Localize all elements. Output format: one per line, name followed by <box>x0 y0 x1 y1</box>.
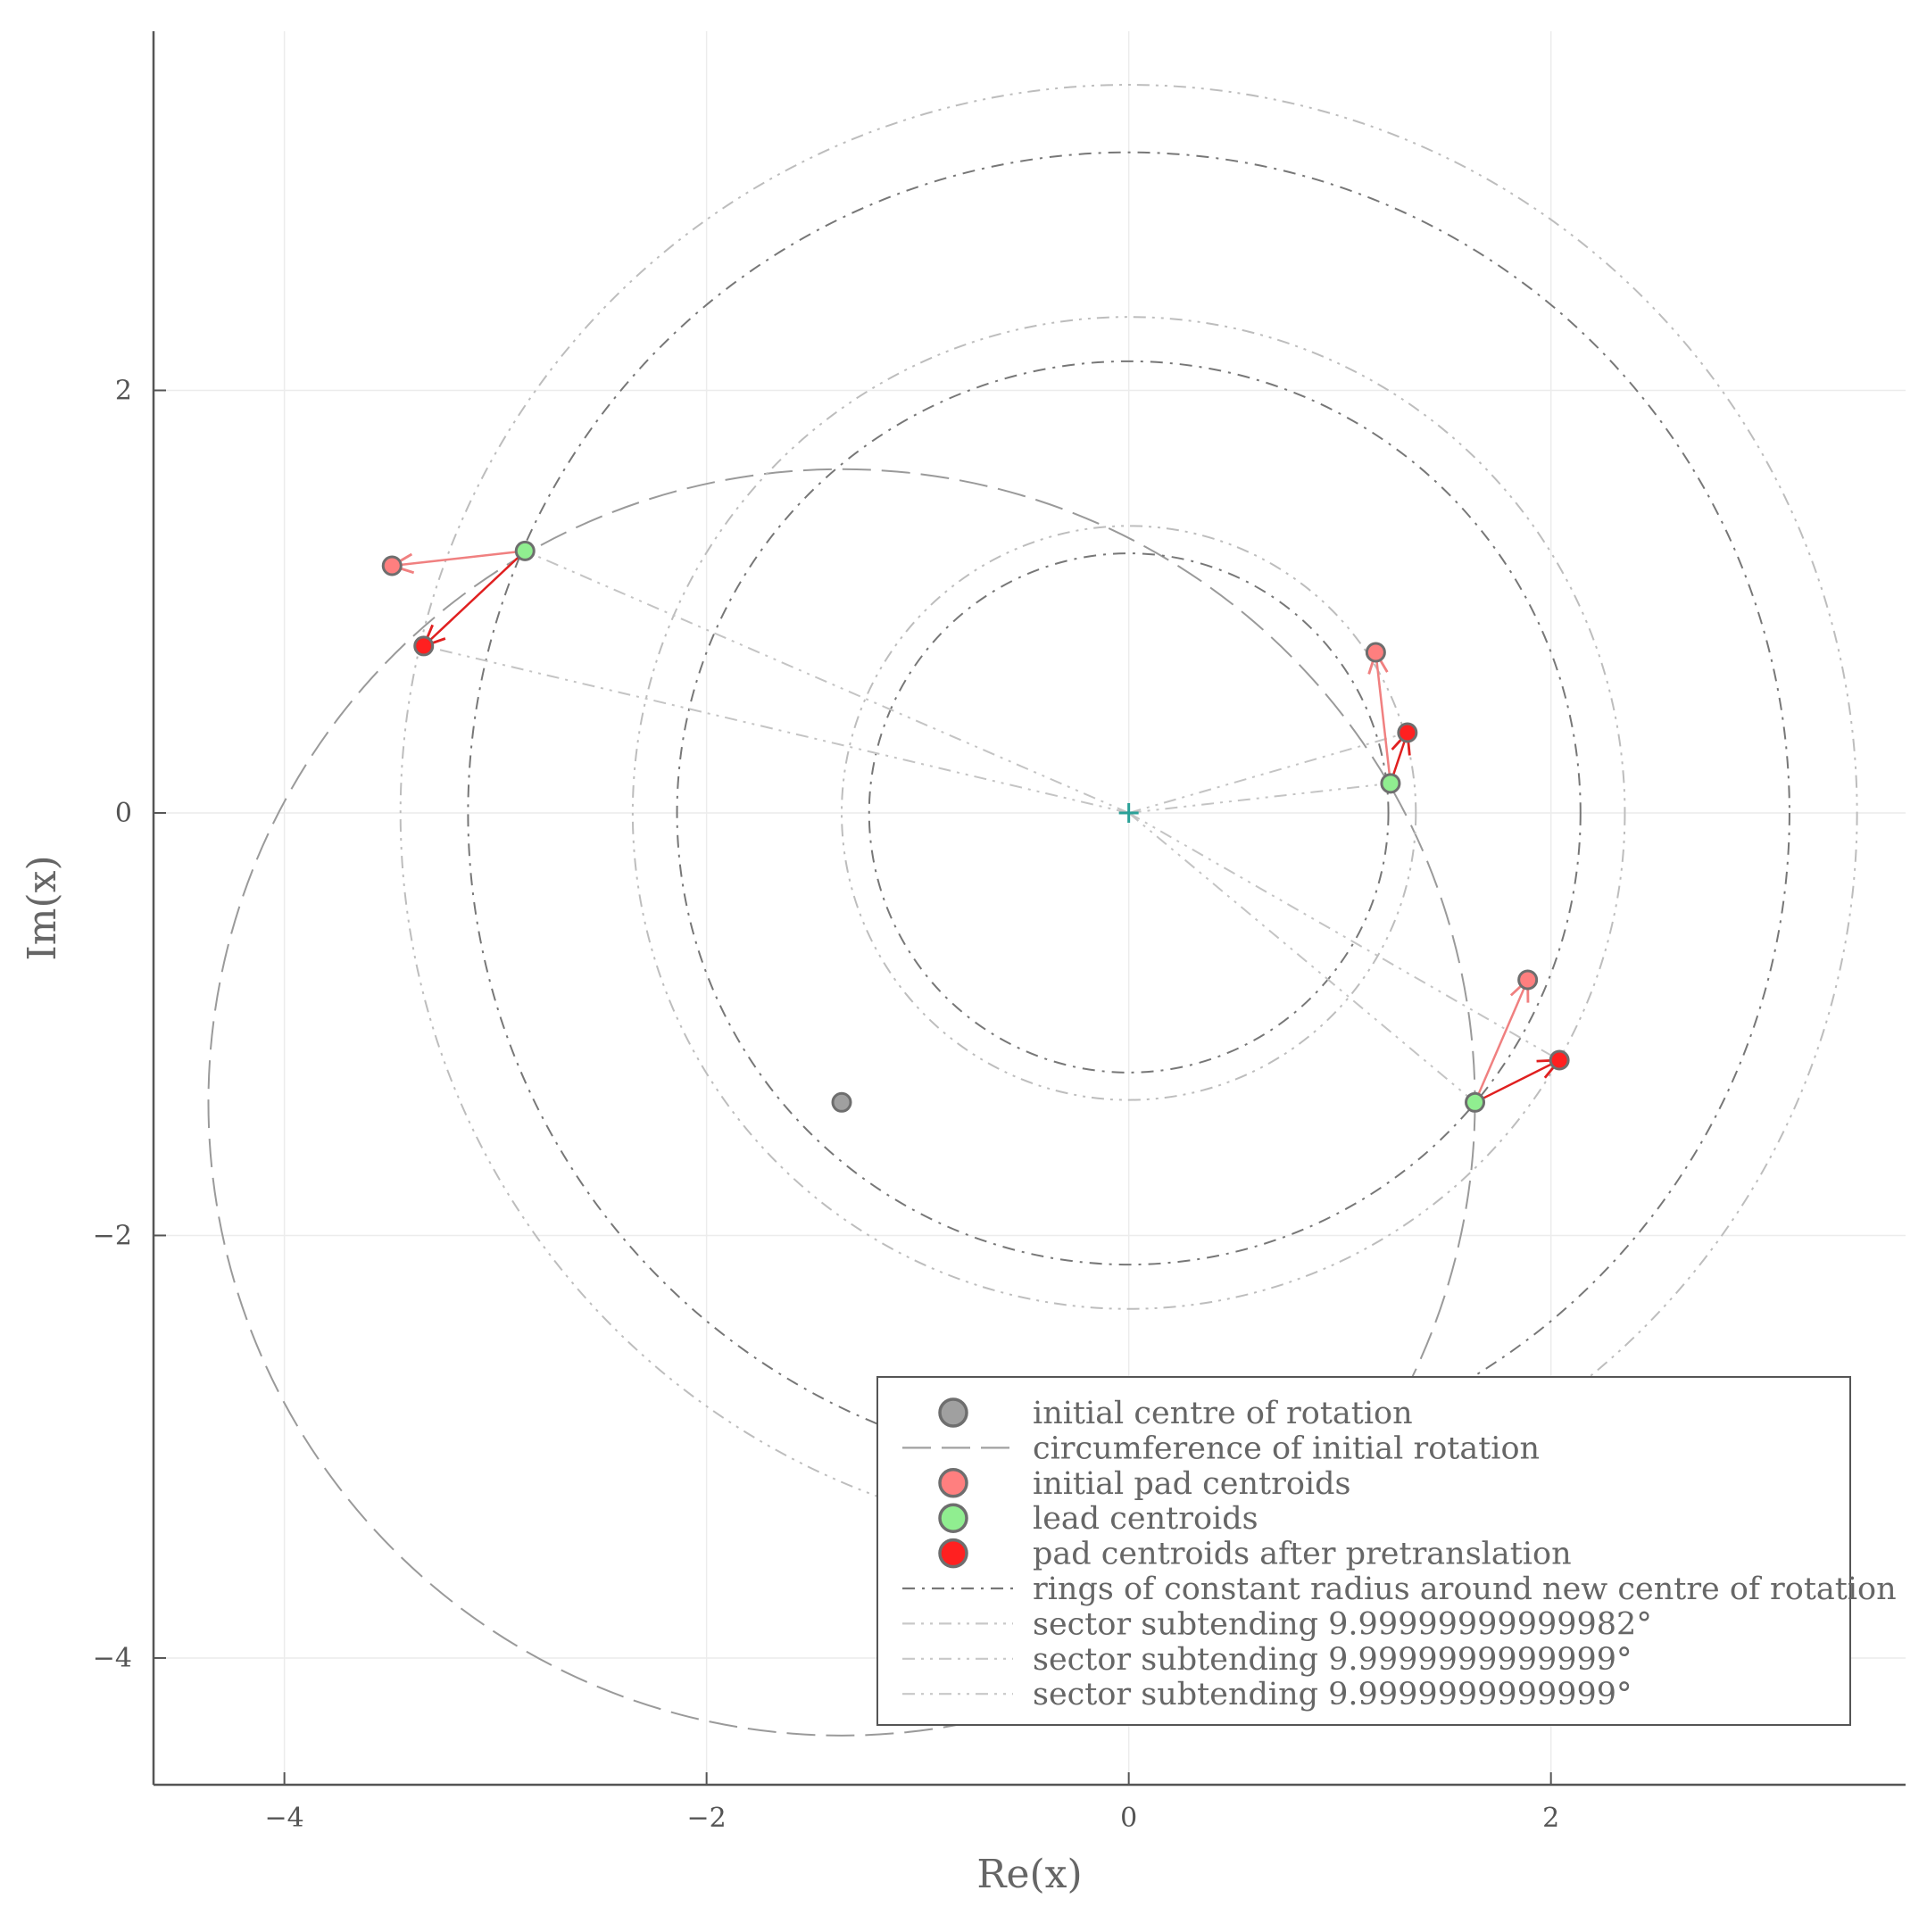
initial-centre-point <box>831 1091 852 1113</box>
data-point <box>413 635 435 657</box>
data-point <box>1365 642 1386 663</box>
arrow-to-initial-pad <box>392 550 526 566</box>
legend-label: pad centroids after pretranslation <box>1033 1537 1572 1572</box>
arrow-pretranslation <box>1474 1060 1560 1104</box>
data-points <box>381 540 1570 1113</box>
data-point <box>1465 1091 1486 1113</box>
legend-marker <box>938 1538 968 1569</box>
legend-marker <box>938 1503 968 1533</box>
data-point <box>514 540 536 561</box>
arrow-to-initial-pad <box>1474 980 1528 1103</box>
x-axis-title: Re(x) <box>976 1852 1082 1897</box>
arrows <box>392 550 1560 1104</box>
data-point <box>1397 722 1418 743</box>
y-tick-label: 0 <box>115 798 132 829</box>
legend-label: sector subtending 9.99999999999982° <box>1033 1606 1652 1642</box>
legend-label: sector subtending 9.9999999999999° <box>1033 1642 1632 1678</box>
sector-line <box>1128 812 1560 1061</box>
sector-line <box>524 550 1130 814</box>
legend-marker <box>938 1397 968 1428</box>
sector-line <box>1128 812 1476 1104</box>
arrow-pretranslation <box>424 550 527 646</box>
x-tick-label: 2 <box>1542 1803 1559 1834</box>
constant-radius-ring <box>676 360 1582 1266</box>
tick-labels: −4 −2 0 2 −4 −2 0 2 <box>93 375 1559 1834</box>
constant-radius-ring <box>868 552 1390 1074</box>
legend-label: circumference of initial rotation <box>1033 1430 1540 1466</box>
y-tick-label: −4 <box>93 1643 132 1674</box>
data-point <box>381 555 403 576</box>
y-tick-label: 2 <box>115 375 132 406</box>
sector-line <box>1128 782 1391 814</box>
axes <box>152 31 1906 1787</box>
x-tick-label: −4 <box>265 1803 304 1834</box>
sector-ring <box>631 316 1626 1310</box>
data-point <box>1380 773 1401 794</box>
y-axis-title: Im(x) <box>20 855 65 960</box>
legend-label: initial centre of rotation <box>1033 1396 1413 1431</box>
sector-line <box>1128 732 1408 814</box>
data-point <box>1549 1049 1570 1071</box>
y-tick-label: −2 <box>93 1220 132 1251</box>
legend-label: sector subtending 9.9999999999999° <box>1033 1677 1632 1712</box>
x-tick-label: −2 <box>687 1803 727 1834</box>
x-tick-label: 0 <box>1120 1803 1137 1834</box>
data-point <box>1517 969 1539 991</box>
sector-line <box>423 644 1129 814</box>
sector-lines <box>423 550 1560 1104</box>
sector-ring <box>841 525 1417 1101</box>
arrow-to-initial-pad <box>1375 652 1392 784</box>
legend-label: rings of constant radius around new cent… <box>1033 1571 1897 1607</box>
legend: initial centre of rotationcircumference … <box>876 1376 1897 1726</box>
legend-box <box>876 1376 1851 1726</box>
legend-marker <box>938 1468 968 1498</box>
legend-label: initial pad centroids <box>1033 1466 1350 1502</box>
legend-label: lead centroids <box>1033 1501 1258 1537</box>
